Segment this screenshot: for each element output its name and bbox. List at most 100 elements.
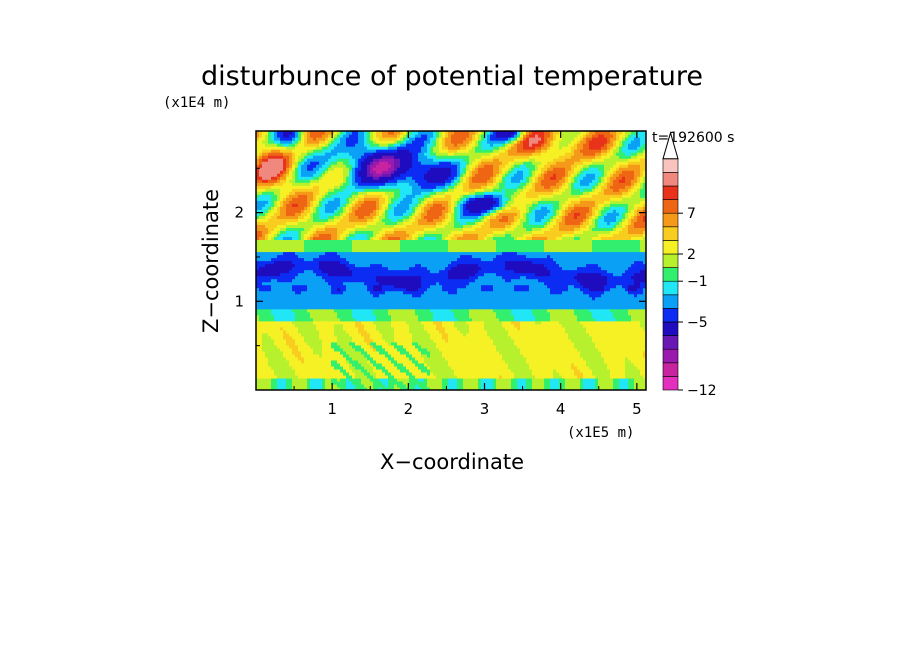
field-cell [307,362,311,367]
field-cell [481,323,485,328]
field-cell [559,308,563,313]
field-cell [310,377,314,382]
field-cell [433,371,437,376]
field-cell [421,323,425,328]
field-cell [322,347,326,352]
field-cell [448,371,452,376]
field-cell [448,332,452,337]
field-cell [637,368,641,373]
field-cell [565,317,569,322]
field-cell [289,311,293,316]
field-cell [274,347,278,352]
field-cell [268,386,272,390]
field-cell [406,275,410,280]
field-cell [397,329,401,334]
field-cell [457,299,461,304]
field-cell [298,362,302,367]
field-cell [532,278,536,283]
field-cell [445,299,449,304]
field-cell [349,320,353,325]
field-cell [523,305,527,310]
field-cell [535,338,539,343]
field-cell [331,353,335,358]
field-cell [262,323,266,328]
field-cell [505,359,509,364]
field-cell [271,341,275,346]
field-cell [295,356,299,361]
field-cell [280,272,284,277]
field-cell [376,314,380,319]
field-cell [472,362,476,367]
field-cell [529,281,533,286]
field-cell [448,287,452,292]
field-cell [565,314,569,319]
field-cell [610,341,614,346]
field-cell [361,302,365,307]
field-cell [352,341,356,346]
field-cell [328,356,332,361]
field-cell [292,377,296,382]
field-cell [592,278,596,283]
field-cell [478,275,482,280]
field-cell [430,326,434,331]
field-cell [625,287,629,292]
field-cell [355,296,359,301]
field-cell [298,386,302,390]
field-cell [385,335,389,340]
field-cell [268,272,272,277]
field-cell [277,332,281,337]
field-cell [460,344,464,349]
field-cell [346,344,350,349]
field-cell [277,308,281,313]
field-cell [301,368,305,373]
field-cell [475,290,479,295]
field-cell [442,275,446,280]
field-cell [538,386,542,390]
field-cell [436,293,440,298]
field-cell [259,383,263,388]
field-cell [409,278,413,283]
field-cell [469,290,473,295]
field-cell [460,347,464,352]
field-cell [259,329,263,334]
field-cell [508,317,512,322]
field-cell [625,368,629,373]
field-cell [637,338,641,343]
field-cell [328,362,332,367]
field-cell [541,341,545,346]
field-cell [487,320,491,325]
field-cell [559,371,563,376]
field-cell [298,272,302,277]
field-cell [346,353,350,358]
field-cell [412,281,416,286]
field-cell [610,359,614,364]
field-cell [280,350,284,355]
field-cell [622,329,626,334]
field-cell [643,344,646,349]
field-cell [325,275,329,280]
field-cell [346,281,350,286]
field-cell [607,317,611,322]
field-cell [586,329,590,334]
field-cell [382,302,386,307]
field-cell [517,338,521,343]
field-cell [256,368,260,373]
field-cell [547,290,551,295]
field-cell [631,311,635,316]
field-cell [454,365,458,370]
field-cell [508,356,512,361]
field-cell [406,308,410,313]
field-cell [424,377,428,382]
field-cell [526,287,530,292]
field-cell [577,308,581,313]
field-cell [508,347,512,352]
field-cell [643,284,646,289]
field-cell [286,287,290,292]
field-cell [586,335,590,340]
field-cell [427,383,431,388]
field-cell [616,359,620,364]
field-cell [541,350,545,355]
field-cell [526,344,530,349]
field-cell [553,344,557,349]
field-cell [634,383,638,388]
